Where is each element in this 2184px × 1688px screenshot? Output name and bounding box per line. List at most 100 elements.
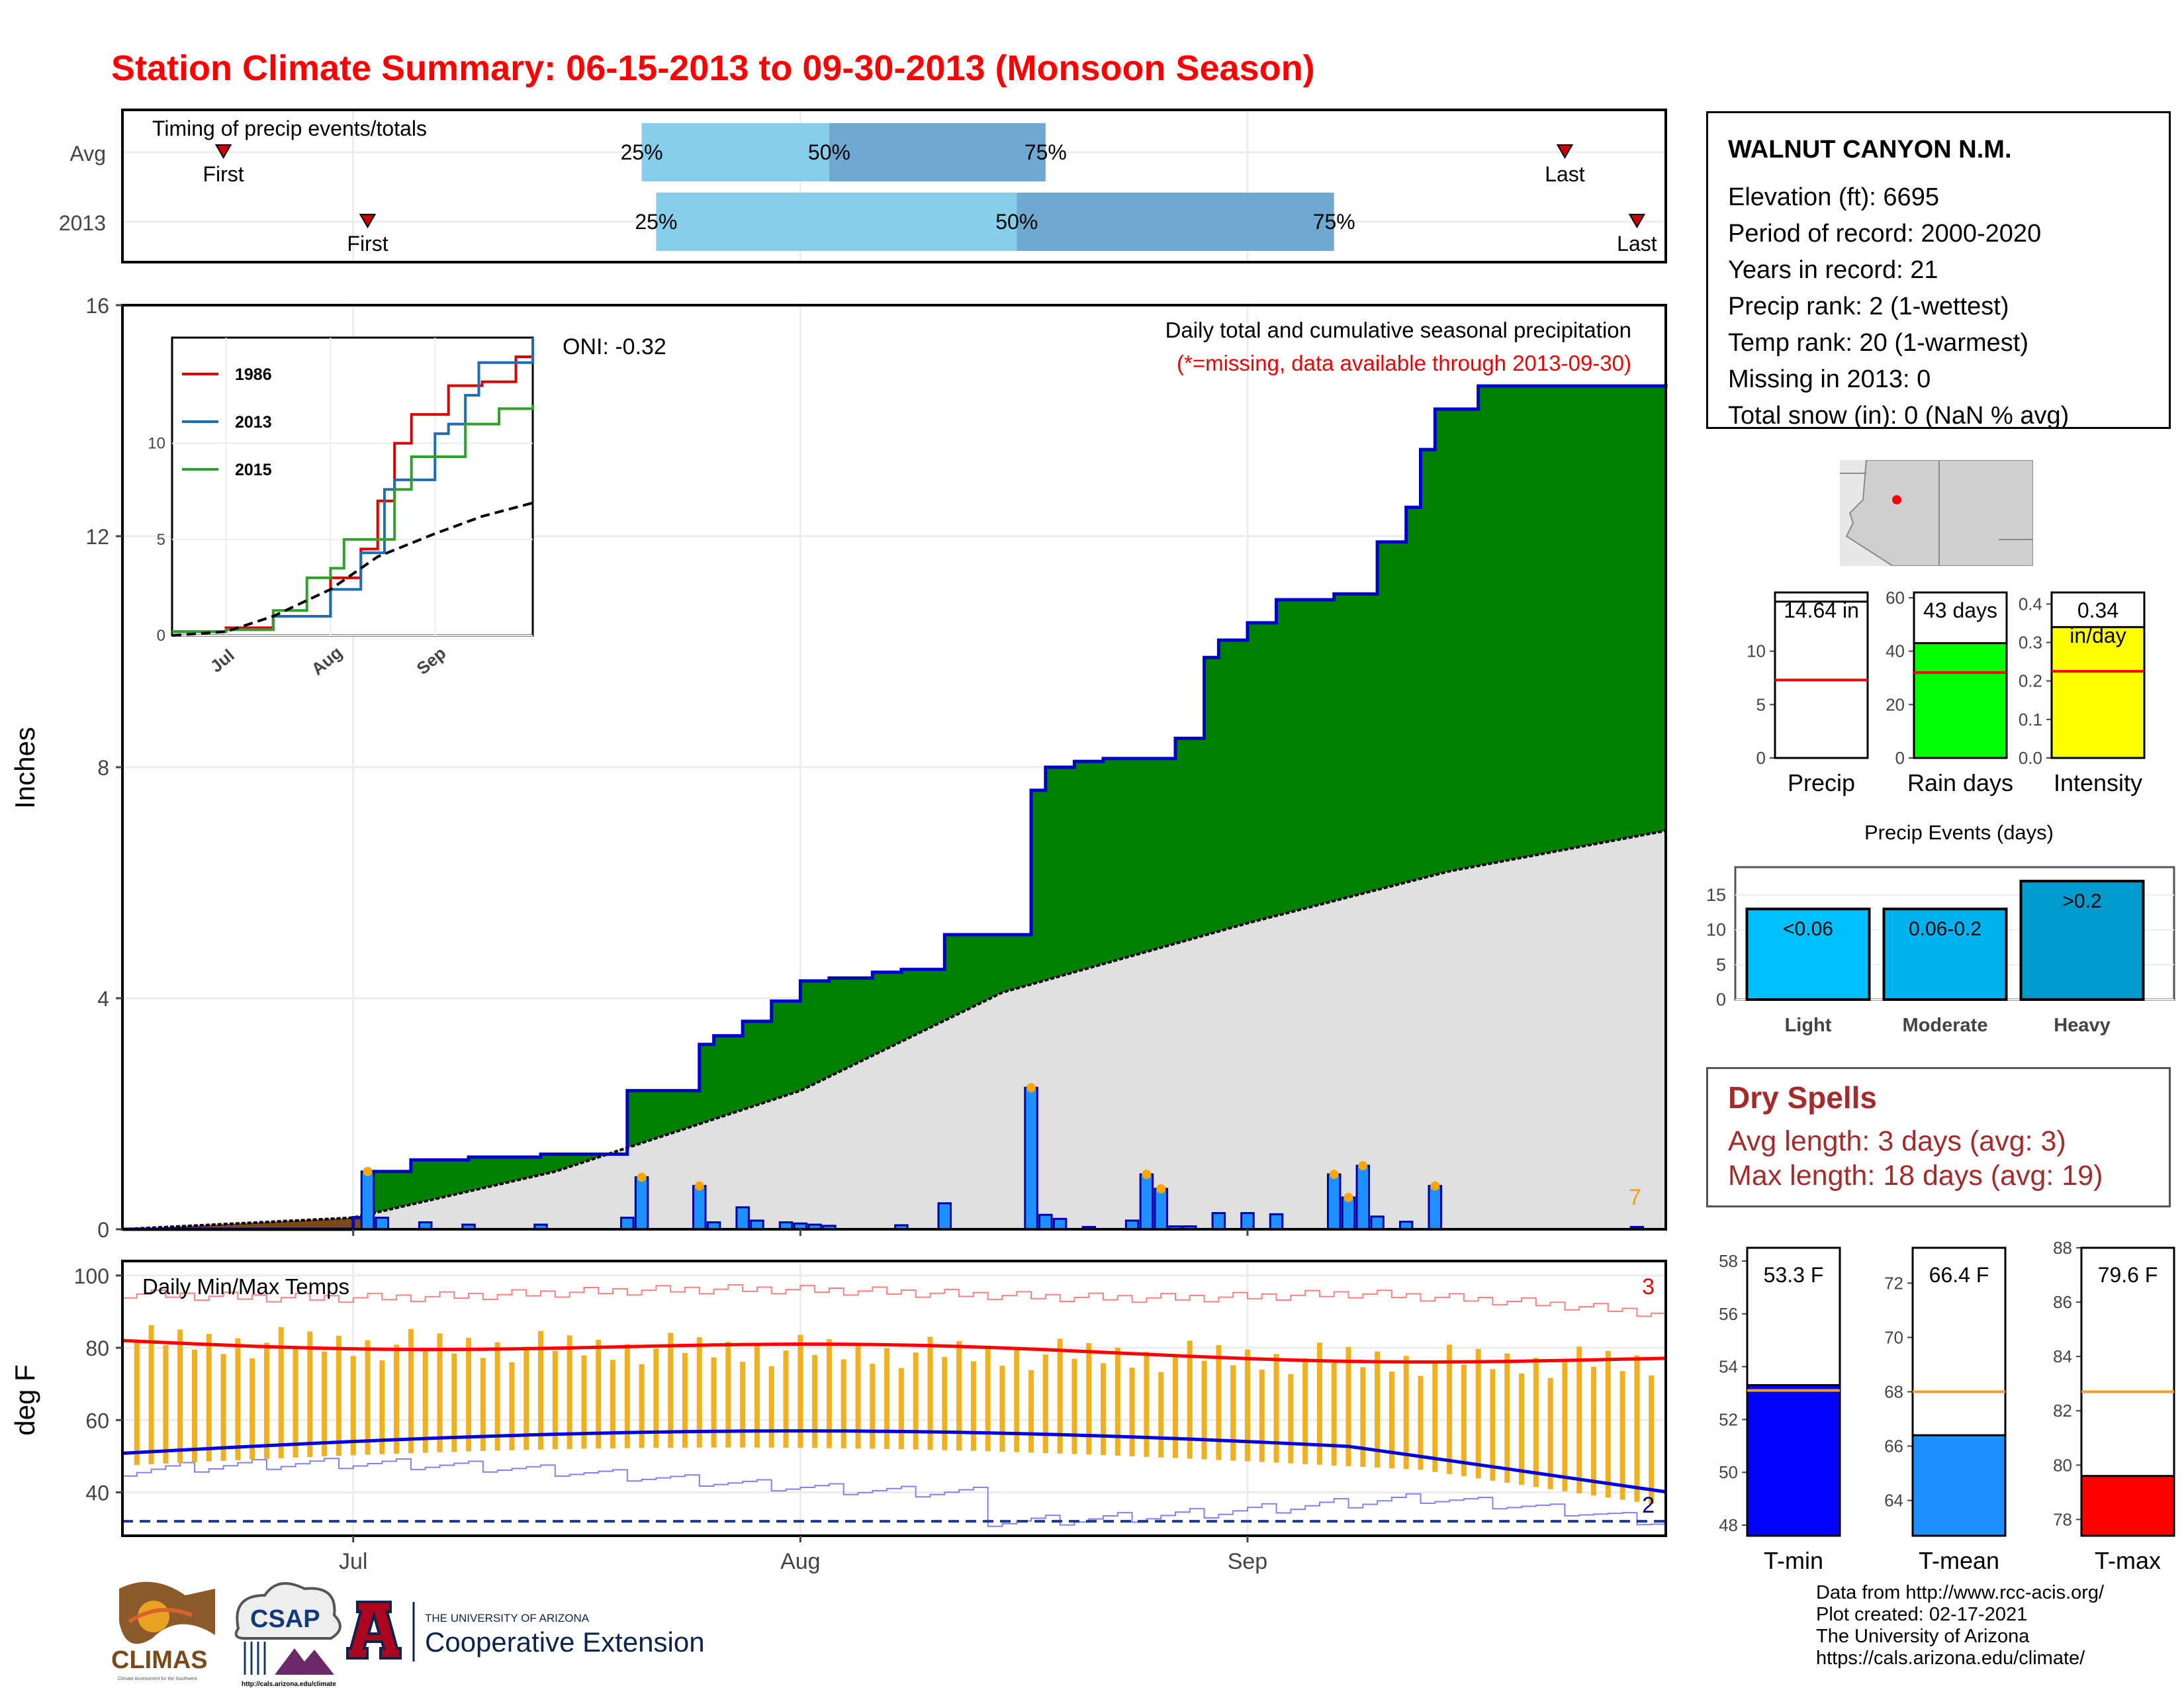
inset-y-tick-label: 10 [148,435,165,453]
credit-line: Plot created: 02-17-2021 [1816,1604,2028,1625]
precip-y-tick-label: 16 [85,294,109,318]
daily-temp-bar [913,1352,919,1450]
temp-summary-tick-label: 86 [2053,1292,2072,1312]
inset-series-line-2015 [172,404,534,633]
dry-spells-title: Dry Spells [1728,1080,1877,1115]
timing-pct-label: 75% [1313,210,1355,234]
daily-temp-bar [1432,1360,1438,1472]
daily-temp-bar [1375,1351,1381,1468]
missing-count-temp: 3 [1642,1274,1655,1299]
daily-temp-bar [1158,1372,1164,1458]
station-detail-line: Temp rank: 20 (1-warmest) [1728,329,2029,357]
daily-temp-bar [682,1352,688,1448]
daily-temp-bar [884,1348,890,1449]
temp-summary-value [2080,1475,2175,1537]
daily-temp-bar [1042,1354,1048,1454]
temp-summary-category-label: T-min [1764,1547,1823,1574]
daily-precip-marker [1026,1083,1036,1093]
daily-temp-bar [1562,1362,1568,1491]
summary-bar-category-label: Rain days [1907,769,2013,796]
daily-temp-bar [1071,1358,1077,1454]
dry-spells-box: Dry Spells Avg length: 3 days (avg: 3) M… [1706,1067,2171,1207]
daily-temp-bar [1360,1367,1366,1467]
precip-events-chart: Precip Events (days) 0 5 10 15 <0.06 Light 0.06… [1706,821,2175,1036]
timing-pct-label: 25% [635,210,677,234]
summary-bar-tick-label: 0 [1895,748,1905,768]
daily-temp-bar [927,1336,933,1450]
temp-summary-tick-label: 56 [1719,1304,1738,1324]
station-detail-line: Total snow (in): 0 (NaN % avg) [1728,402,2070,430]
daily-temp-bar [812,1354,818,1448]
daily-precip-bar [1139,1173,1154,1231]
timing-chart: Timing of precip events/totals Avg 2013 … [59,109,1667,263]
daily-temp-bar [1115,1347,1120,1456]
daily-temp-bar [148,1325,154,1464]
daily-temp-bar [480,1358,486,1451]
csap-logo-url: http://cals.arizona.edu/climate [242,1681,336,1688]
station-details: Elevation (ft): 6695 Period of record: 20… [1728,179,2069,434]
csap-logo-rain [244,1642,266,1675]
events-bar-label: <0.06 [1783,918,1833,940]
daily-temp-bar [754,1346,760,1448]
daily-temp-bar [797,1335,803,1448]
summary-bar-value [1913,642,2008,759]
daily-temp-bar [278,1327,284,1458]
summary-bar-tick-label: 0 [1756,748,1766,768]
daily-temp-bar [740,1362,746,1448]
summary-bar-tick-label: 60 [1886,588,1905,608]
temp-summary-tick-label: 66 [1884,1436,1903,1456]
temp-y-tick-label: 60 [85,1409,109,1432]
credit-line: The University of Arizona [1816,1626,2030,1647]
daily-temp-bar [1144,1352,1150,1457]
daily-temp-bar [206,1334,212,1462]
daily-temp-bar [408,1329,414,1454]
timing-marker-label: Last [1617,232,1657,256]
daily-temp-bar [1634,1355,1640,1502]
temperature-frame [121,1260,1667,1537]
temp-y-tick-label: 100 [74,1264,109,1288]
summary-bar-tick-label: 10 [1747,641,1766,661]
temp-summary-tick-label: 80 [2053,1455,2072,1475]
daily-temp-bar [451,1353,457,1452]
daily-temp-bar [1388,1371,1394,1469]
csap-logo: CSAP http://cals.arizona.edu/climate [234,1582,341,1688]
daily-temp-bar [1447,1344,1453,1474]
inset-legend-label: 1986 [235,365,272,384]
temp-summary-tick-label: 82 [2053,1401,2072,1421]
inset-frame [171,336,534,637]
climas-logo-swoosh [128,1608,193,1624]
temp-summary-bars: 48 50 52 54 56 58 53.3 F T-min 64 66 68 70 72 66.4 F T… [1719,1238,2175,1574]
summary-bar-tick-label: 0.1 [2019,710,2042,729]
daily-precip-marker [1142,1170,1152,1180]
daily-temp-bar [1216,1345,1222,1460]
precip-y-label: Inches [9,727,40,809]
precip-y-tick-label: 4 [97,987,109,1011]
daily-temp-bar [494,1342,500,1451]
daily-precip-bar [1341,1196,1356,1231]
timing-pct-label: 25% [621,140,663,164]
daily-temp-bar [1172,1356,1178,1458]
precip-y-tick-label: 12 [85,525,109,549]
daily-temp-bar [466,1337,472,1452]
credit-line: Data from http://www.rcc-acis.org/ [1816,1582,2105,1603]
events-bar [1882,908,2008,1001]
daily-precip-bar [1269,1213,1284,1231]
daily-temp-bar [855,1343,861,1449]
daily-temp-bar [365,1340,371,1455]
dry-spells-avg: Avg length: 3 days (avg: 3) [1728,1125,2066,1157]
daily-temp-bar [1331,1362,1337,1466]
daily-precip-marker [694,1181,704,1191]
daily-temp-bar [350,1356,356,1456]
timing-row-avg-label: Avg [69,142,106,165]
daily-precip-marker [1343,1193,1353,1203]
season-summary-bars: 0 5 10 14.64 in Precip 0 20 40 60 43 days Rain day… [1747,588,2146,796]
daily-precip-bar [1240,1212,1255,1231]
inset-legend-label: 2015 [235,461,272,479]
precip-y-tick-label: 0 [97,1218,109,1242]
daily-precip-bar [1038,1213,1053,1231]
cumulative-avg-line [122,829,1666,1231]
temp-summary-tick-label: 50 [1719,1462,1738,1482]
daily-temp-bar [1288,1374,1294,1464]
timing-marker-label: Last [1545,162,1585,186]
daily-temp-bar [999,1366,1005,1452]
